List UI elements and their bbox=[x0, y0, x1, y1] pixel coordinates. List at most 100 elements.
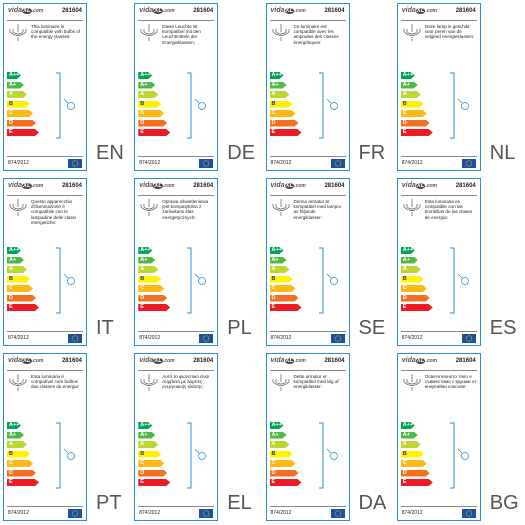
brand-mark: XL bbox=[153, 358, 163, 364]
language-code: NL bbox=[489, 142, 516, 164]
energy-class-arrow: C bbox=[270, 110, 296, 117]
energy-class-arrow: A bbox=[270, 91, 290, 98]
chandelier-icon bbox=[403, 24, 421, 41]
separator bbox=[7, 370, 83, 371]
regulation: 874/2012 bbox=[139, 335, 161, 341]
brand-domain: .com bbox=[294, 8, 306, 14]
brand-logo: vidaXL.com bbox=[271, 357, 306, 364]
energy-label: vidaXL.com 281604 Esta luminária é compatí… bbox=[3, 353, 87, 521]
energy-class-arrow: C bbox=[270, 460, 296, 467]
compatibility-bracket bbox=[187, 247, 207, 314]
label-cell: vidaXL.com 281604 This luminaire is compat… bbox=[0, 0, 131, 175]
product-number: 281604 bbox=[61, 358, 82, 364]
brand-name: vida bbox=[8, 7, 23, 14]
brand-name: vida bbox=[139, 7, 154, 14]
separator bbox=[138, 331, 215, 332]
compatibility-bracket bbox=[318, 247, 338, 314]
language-code: BG bbox=[489, 492, 519, 514]
brand-domain: .com bbox=[31, 8, 44, 14]
eu-flag bbox=[199, 334, 214, 343]
energy-class-arrow: A+ bbox=[401, 257, 418, 264]
energy-class-arrow: D bbox=[7, 470, 36, 477]
energy-class-arrow: E bbox=[401, 479, 433, 486]
language-code: DE bbox=[227, 142, 256, 164]
description: Осветителното тяло е съвместимо с крушки… bbox=[424, 374, 477, 390]
energy-label: vidaXL.com 281604 Diese Leuchte ist kompat… bbox=[134, 3, 219, 171]
language-code: IT bbox=[96, 317, 114, 339]
product-number: 281604 bbox=[455, 358, 476, 364]
energy-class-arrow: A+ bbox=[401, 432, 418, 439]
energy-class-arrow: A++ bbox=[271, 72, 282, 78]
eu-flag bbox=[330, 159, 345, 168]
energy-label: vidaXL.com 281604 Questo apparecchio d'ill… bbox=[3, 178, 87, 346]
description: Diese Leuchte ist kompatibel mit den Leu… bbox=[162, 24, 201, 45]
energy-class-arrow: E bbox=[7, 479, 39, 486]
compatibility-bracket bbox=[187, 422, 207, 489]
label-cell: vidaXL.com 281604 Dette armatur er kompati… bbox=[263, 350, 394, 525]
energy-class-arrow: B bbox=[401, 276, 424, 283]
brand-mark: XL bbox=[153, 8, 163, 14]
compatibility-bracket bbox=[56, 422, 75, 489]
compatibility-bracket bbox=[56, 72, 75, 139]
separator bbox=[7, 506, 83, 507]
brand-domain: .com bbox=[31, 358, 44, 364]
separator bbox=[269, 506, 346, 507]
regulation: 874/2012 bbox=[270, 510, 292, 516]
energy-class-arrow: C bbox=[138, 285, 164, 292]
separator bbox=[269, 370, 346, 371]
energy-label: vidaXL.com 281604 Αυτό το φωτιστικό είναι … bbox=[134, 353, 219, 521]
regulation: 874/2012 bbox=[8, 335, 29, 341]
energy-class-arrow: A++ bbox=[271, 422, 282, 428]
energy-label: vidaXL.com 281604 Deze lamp is geschikt vo… bbox=[396, 3, 481, 171]
energy-class-arrow: B bbox=[7, 276, 30, 283]
language-code: ES bbox=[489, 317, 517, 339]
energy-class-arrow: C bbox=[401, 285, 427, 292]
brand-mark: XL bbox=[153, 183, 163, 189]
energy-label: vidaXL.com 281604 Esta luminaria es compat… bbox=[396, 178, 481, 346]
energy-class-arrow: A+ bbox=[270, 432, 287, 439]
energy-class-arrow: B bbox=[138, 101, 161, 108]
energy-class-arrow: A+ bbox=[270, 82, 287, 89]
energy-class-arrow: A bbox=[138, 441, 158, 448]
description: Αυτό το φωτιστικό είναι συμβατό με λάμπε… bbox=[162, 374, 210, 390]
label-cell: vidaXL.com 281604 Ce luminaire est compati… bbox=[263, 0, 394, 175]
energy-class-arrow: C bbox=[7, 285, 33, 292]
brand-logo: vidaXL.com bbox=[271, 182, 306, 189]
product-number: 281604 bbox=[61, 8, 82, 14]
label-cell: vidaXL.com 281604 Осветителното тяло е съв… bbox=[394, 350, 525, 525]
brand-logo: vidaXL.com bbox=[402, 357, 437, 364]
label-cell: vidaXL.com 281604 Denna armatur är kompati… bbox=[263, 175, 394, 350]
description: This luminaire is compatible with bulbs … bbox=[31, 24, 81, 40]
product-number: 281604 bbox=[193, 8, 214, 14]
chandelier-icon bbox=[140, 24, 158, 41]
label-cell: vidaXL.com 281604 Esta luminaria es compat… bbox=[394, 175, 525, 350]
compatibility-bracket bbox=[56, 247, 75, 314]
separator bbox=[138, 370, 215, 371]
energy-class-arrow: A++ bbox=[402, 247, 414, 253]
energy-class-arrow: D bbox=[401, 470, 430, 477]
brand-mark: XL bbox=[284, 358, 295, 364]
energy-class-arrow: E bbox=[7, 129, 39, 136]
eu-flag bbox=[68, 334, 82, 343]
energy-class-arrow: D bbox=[7, 120, 36, 127]
energy-class-arrow: C bbox=[138, 110, 164, 117]
brand-name: vida bbox=[270, 7, 285, 14]
language-code: DA bbox=[358, 492, 387, 514]
label-cell: vidaXL.com 281604 Esta luminária é compatí… bbox=[0, 350, 131, 525]
energy-class-arrow: E bbox=[270, 129, 302, 136]
description: Esta luminaria es compatible con las bom… bbox=[424, 199, 472, 220]
chandelier-icon bbox=[403, 199, 421, 216]
brand-logo: vidaXL.com bbox=[139, 182, 175, 189]
energy-class-arrow: D bbox=[270, 470, 299, 477]
brand-name: vida bbox=[401, 182, 416, 189]
description: Questo apparecchio d'illuminazione è com… bbox=[31, 199, 76, 225]
brand-logo: vidaXL.com bbox=[271, 7, 306, 14]
label-cell: vidaXL.com 281604 Αυτό το φωτιστικό είναι … bbox=[131, 350, 262, 525]
product-number: 281604 bbox=[324, 358, 345, 364]
energy-class-arrow: D bbox=[401, 295, 430, 302]
chandelier-icon bbox=[272, 24, 289, 41]
eu-flag bbox=[68, 159, 82, 168]
product-number: 281604 bbox=[193, 183, 214, 189]
energy-class-arrow: A++ bbox=[271, 247, 282, 253]
energy-class-arrow: E bbox=[138, 304, 170, 311]
